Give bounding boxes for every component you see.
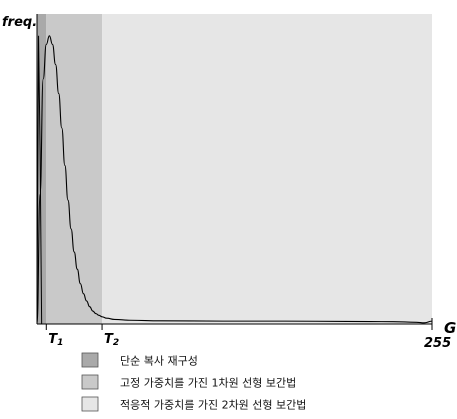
legend-swatch-1	[81, 352, 99, 368]
y-axis-label: freq.	[2, 15, 37, 30]
legend-label-2: 고정 가중치를 가진 1차원 선형 보간법	[120, 377, 296, 390]
legend-label-1: 단순 복사 재구성	[120, 355, 198, 368]
region-1	[37, 14, 47, 324]
frequency-curve	[36, 35, 433, 325]
spike-curve	[36, 35, 43, 325]
region-2	[46, 14, 103, 324]
tick-label-T1: T1	[48, 332, 63, 348]
x-axis-label: G	[444, 319, 456, 337]
chart-axes: freq. G 255	[2, 14, 456, 351]
legend-swatch-2	[81, 374, 99, 390]
tick-label-T2: T2	[104, 332, 119, 348]
x-axis-end-label: 255	[424, 336, 451, 351]
legend-label-3: 적응적 가중치를 가진 2차원 선형 보간법	[120, 399, 306, 412]
threshold-ticks: T1 T2	[45, 318, 433, 348]
chart-regions	[37, 14, 432, 324]
region-3	[102, 14, 432, 324]
legend-swatch-3	[81, 396, 99, 412]
chart-curves	[36, 35, 433, 325]
